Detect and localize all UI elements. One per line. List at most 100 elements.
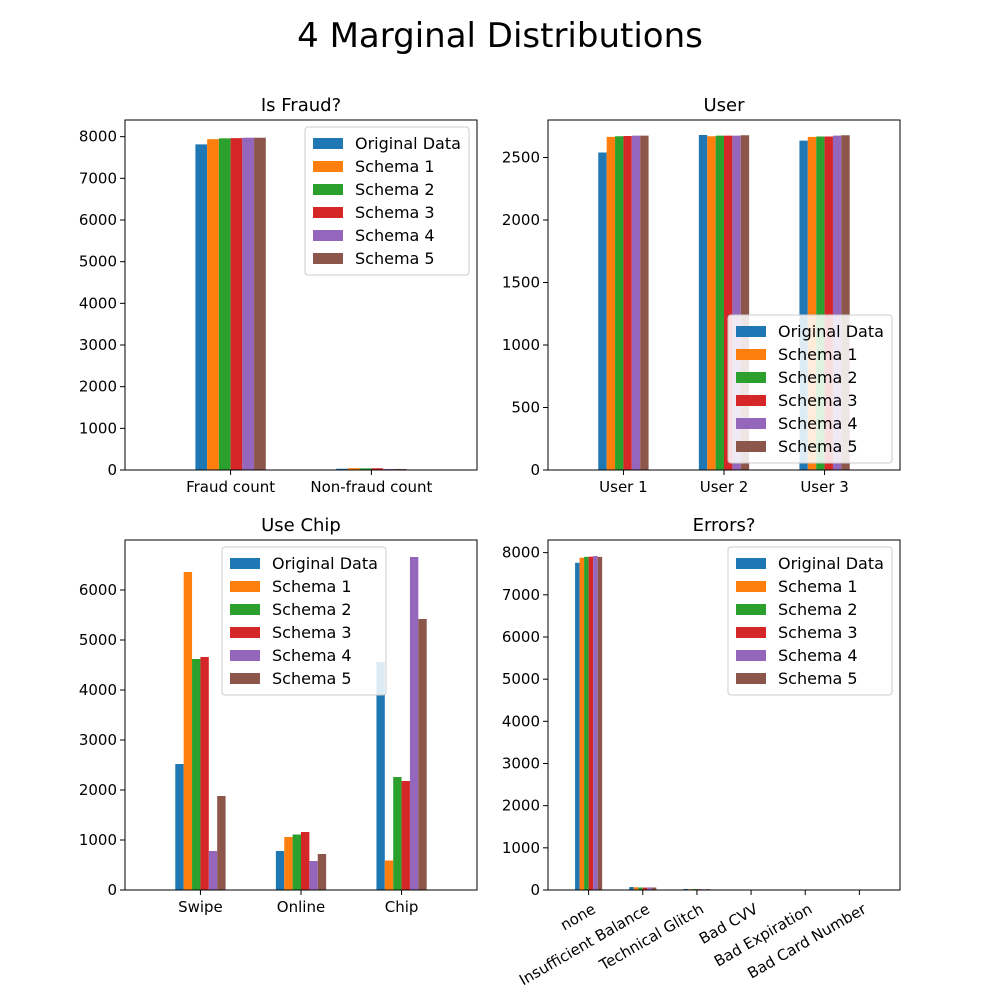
x-tick-label: Non-fraud count — [310, 478, 432, 496]
y-tick-label: 7000 — [79, 169, 117, 187]
bar-original-data-user-2 — [699, 135, 707, 470]
x-tick-label: User 3 — [800, 478, 849, 496]
subplot-title: Errors? — [693, 515, 756, 536]
legend-label: Schema 1 — [778, 577, 858, 596]
y-tick-label: 0 — [107, 881, 117, 899]
y-tick-label: 4000 — [79, 681, 117, 699]
bar-schema-5-swipe — [217, 796, 225, 890]
legend-swatch — [736, 441, 766, 452]
bar-schema-4-none — [593, 556, 598, 890]
legend-label: Schema 4 — [355, 226, 435, 245]
y-tick-label: 5000 — [502, 670, 540, 688]
legend-swatch — [230, 650, 260, 661]
y-tick-label: 2000 — [79, 781, 117, 799]
y-tick-label: 0 — [530, 881, 540, 899]
legend-swatch — [736, 395, 766, 406]
legend-swatch — [736, 627, 766, 638]
bar-schema-4-online — [309, 861, 317, 890]
bar-schema-2-user-1 — [615, 136, 623, 470]
subplot-title: User — [703, 95, 745, 116]
legend-swatch — [230, 581, 260, 592]
legend-swatch — [230, 673, 260, 684]
legend-label: Schema 4 — [778, 646, 858, 665]
y-tick-label: 3000 — [79, 336, 117, 354]
legend-swatch — [313, 230, 343, 241]
y-tick-label: 8000 — [502, 544, 540, 562]
y-tick-label: 4000 — [502, 712, 540, 730]
legend-label: Schema 3 — [778, 391, 858, 410]
bar-schema-4-fraud-count — [242, 138, 254, 470]
legend-label: Schema 3 — [272, 623, 352, 642]
y-tick-label: 2000 — [79, 378, 117, 396]
bar-schema-2-fraud-count — [219, 138, 231, 470]
legend-label: Schema 4 — [272, 646, 352, 665]
bar-schema-2-none — [584, 557, 589, 890]
bar-original-data-fraud-count — [195, 144, 207, 470]
legend-swatch — [230, 627, 260, 638]
bar-schema-3-fraud-count — [231, 138, 243, 470]
legend: Original Data Schema 1 Schema 2 Schema 3 Sch… — [222, 547, 386, 695]
legend-label: Schema 3 — [355, 203, 435, 222]
bar-schema-5-online — [318, 854, 326, 890]
x-tick-label: Swipe — [178, 898, 223, 916]
y-tick-label: 2500 — [502, 149, 540, 167]
bar-schema-5-user-1 — [640, 136, 648, 470]
legend-label: Schema 2 — [272, 600, 352, 619]
legend-swatch — [230, 558, 260, 569]
y-tick-label: 4000 — [79, 294, 117, 312]
legend-label: Schema 1 — [355, 157, 435, 176]
y-tick-label: 0 — [107, 461, 117, 479]
bar-schema-2-swipe — [192, 659, 200, 890]
bar-schema-4-user-1 — [632, 136, 640, 470]
bar-schema-5-none — [598, 557, 603, 890]
y-tick-label: 0 — [530, 461, 540, 479]
x-tick-label: Chip — [385, 898, 419, 916]
y-tick-label: 2000 — [502, 797, 540, 815]
x-tick-label: User 2 — [700, 478, 749, 496]
legend-label: Schema 2 — [778, 600, 858, 619]
y-tick-label: 8000 — [79, 128, 117, 146]
bar-schema-1-user-1 — [607, 137, 615, 470]
legend-label: Schema 3 — [778, 623, 858, 642]
legend-swatch — [313, 161, 343, 172]
legend-swatch — [313, 253, 343, 264]
y-tick-label: 5000 — [79, 253, 117, 271]
bar-schema-3-swipe — [200, 657, 208, 890]
bar-schema-1-none — [580, 558, 585, 890]
legend-label: Schema 1 — [272, 577, 352, 596]
legend-swatch — [736, 581, 766, 592]
legend-label: Original Data — [272, 554, 378, 573]
bar-schema-1-fraud-count — [207, 139, 219, 470]
legend-label: Schema 5 — [272, 669, 352, 688]
legend-swatch — [736, 604, 766, 615]
subplot-title: Is Fraud? — [261, 95, 341, 116]
bar-schema-4-chip — [410, 557, 418, 890]
bar-schema-1-swipe — [184, 572, 192, 890]
x-tick-label: Fraud count — [186, 478, 275, 496]
x-tick-label: Online — [277, 898, 325, 916]
y-tick-label: 1000 — [79, 831, 117, 849]
bar-schema-1-online — [284, 837, 292, 890]
y-tick-label: 2000 — [502, 211, 540, 229]
legend-label: Schema 1 — [778, 345, 858, 364]
legend-swatch — [736, 650, 766, 661]
bar-schema-3-user-1 — [623, 136, 631, 470]
y-tick-label: 1500 — [502, 274, 540, 292]
x-tick-label: User 1 — [599, 478, 648, 496]
legend-label: Schema 5 — [355, 249, 435, 268]
y-tick-label: 6000 — [502, 628, 540, 646]
legend-swatch — [736, 349, 766, 360]
bar-original-data-none — [575, 563, 580, 890]
bar-schema-2-user-2 — [716, 136, 724, 470]
y-tick-label: 3000 — [502, 754, 540, 772]
bar-schema-5-fraud-count — [254, 138, 266, 470]
bar-schema-1-user-2 — [707, 136, 715, 470]
bar-schema-3-chip — [402, 781, 410, 890]
y-tick-label: 1000 — [79, 419, 117, 437]
legend-swatch — [313, 138, 343, 149]
y-tick-label: 1000 — [502, 336, 540, 354]
bar-schema-4-swipe — [209, 851, 217, 890]
